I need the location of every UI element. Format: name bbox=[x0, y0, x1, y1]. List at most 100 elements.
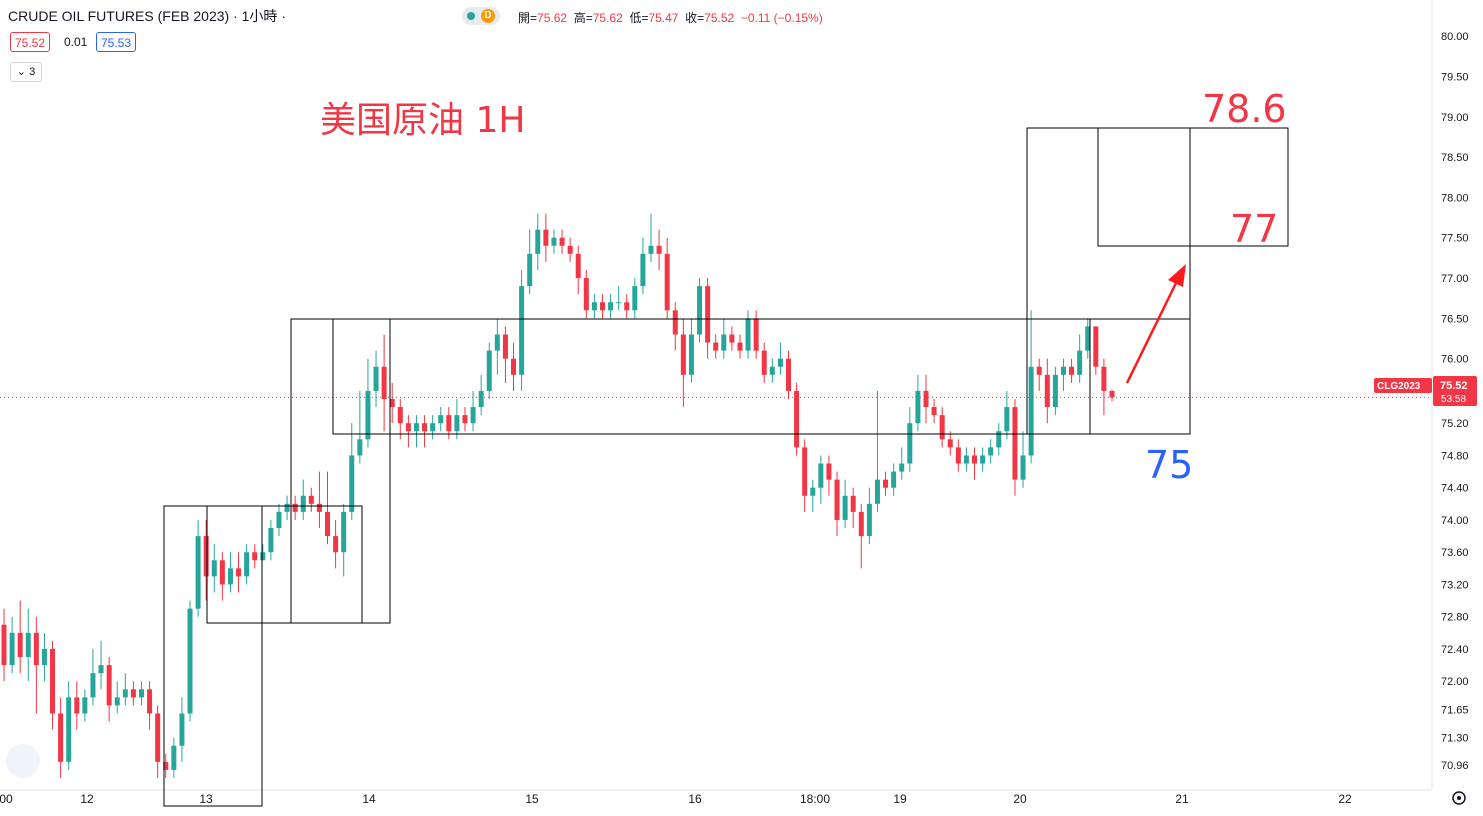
session-status-pill[interactable]: D bbox=[462, 7, 500, 25]
candle bbox=[470, 390, 476, 432]
candle-body bbox=[147, 689, 153, 714]
ohlc-readout: 開=75.62 高=75.62 低=75.47 收=75.52 −0.11 (−… bbox=[518, 9, 823, 26]
candle-body bbox=[850, 495, 856, 512]
candle-body bbox=[866, 503, 872, 537]
candle bbox=[785, 350, 791, 399]
time-tick-label: 19 bbox=[893, 792, 907, 806]
candle bbox=[632, 278, 638, 319]
candle-body bbox=[883, 479, 889, 488]
candle bbox=[365, 358, 371, 448]
candle bbox=[211, 544, 217, 593]
candle-body bbox=[874, 479, 880, 504]
candle bbox=[1101, 358, 1107, 416]
candle-body bbox=[810, 487, 816, 496]
candle-body bbox=[907, 423, 913, 464]
candle bbox=[357, 390, 363, 464]
price-tick-label: 72.40 bbox=[1441, 644, 1469, 656]
candle-body bbox=[179, 713, 185, 746]
symbol-title[interactable]: CRUDE OIL FUTURES (FEB 2023) bbox=[8, 8, 230, 24]
candle bbox=[413, 415, 419, 448]
ask-price-button[interactable]: 75.53 bbox=[96, 32, 137, 52]
candle-body bbox=[947, 439, 953, 448]
time-tick-label: 22 bbox=[1338, 792, 1352, 806]
price-tick-label: 77.50 bbox=[1441, 233, 1469, 245]
candle-body bbox=[227, 568, 233, 585]
candle bbox=[535, 213, 541, 270]
candle bbox=[430, 415, 436, 440]
candle-body bbox=[996, 431, 1002, 448]
candle bbox=[74, 681, 80, 730]
candle bbox=[260, 544, 266, 561]
box-left-low bbox=[163, 505, 263, 807]
up-arrow-drawing[interactable] bbox=[1125, 264, 1186, 384]
candle bbox=[874, 390, 880, 512]
candle bbox=[616, 286, 622, 311]
symbol-title-bar[interactable]: CRUDE OIL FUTURES (FEB 2023) · 1小時 · bbox=[8, 6, 286, 26]
candle-body bbox=[1020, 455, 1026, 480]
market-open-icon bbox=[467, 12, 475, 20]
candle bbox=[203, 519, 209, 601]
candle-body bbox=[276, 511, 282, 529]
candle-body bbox=[826, 463, 832, 480]
time-axis[interactable]: 00 12 13 14 15 16 18:00 19 20 21 22 bbox=[0, 792, 1352, 806]
candle bbox=[559, 229, 565, 254]
candle bbox=[923, 374, 929, 424]
candle-body bbox=[187, 608, 193, 714]
chart-action-button[interactable] bbox=[6, 744, 40, 778]
candle-body bbox=[1060, 366, 1066, 375]
candle bbox=[349, 423, 355, 520]
price-axis[interactable]: 80.00 79.50 79.00 78.50 78.00 77.50 77.00 76.50… bbox=[1441, 31, 1469, 772]
candle bbox=[187, 600, 193, 722]
candle-body bbox=[219, 560, 225, 585]
high-label: 高= bbox=[573, 11, 593, 25]
candle-body bbox=[333, 536, 339, 553]
candle-body bbox=[664, 253, 670, 311]
candle bbox=[284, 495, 290, 520]
candle-body bbox=[988, 447, 994, 456]
candle-body bbox=[1109, 390, 1115, 398]
indicators-toggle[interactable]: ⌄ 3 bbox=[10, 62, 42, 82]
candle-body bbox=[1085, 326, 1091, 351]
candle bbox=[583, 269, 589, 319]
candle bbox=[276, 503, 282, 537]
chart-title: 美国原油 1H bbox=[320, 100, 525, 141]
candle bbox=[737, 334, 743, 359]
candle bbox=[753, 310, 759, 359]
bid-price-button[interactable]: 75.52 bbox=[10, 32, 51, 52]
box-target-zone bbox=[1097, 127, 1289, 247]
settings-gear-icon[interactable] bbox=[1452, 791, 1466, 805]
price-tick-label: 72.00 bbox=[1441, 676, 1469, 688]
interval-label[interactable]: · 1小時 · bbox=[233, 8, 286, 24]
candle-body bbox=[203, 536, 209, 577]
candle bbox=[82, 689, 88, 722]
candle bbox=[858, 503, 864, 569]
price-tick-label: 73.20 bbox=[1441, 579, 1469, 591]
candle-body bbox=[33, 632, 39, 666]
candle-body bbox=[365, 390, 371, 440]
candle bbox=[769, 358, 775, 383]
indicators-count: 3 bbox=[29, 66, 36, 78]
candle-body bbox=[260, 552, 266, 561]
candle-body bbox=[98, 665, 104, 674]
candle bbox=[381, 334, 387, 432]
candle-body bbox=[511, 358, 517, 375]
candle-body bbox=[438, 415, 444, 424]
candle-body bbox=[478, 390, 484, 408]
candle bbox=[713, 334, 719, 359]
price-tick-label: 73.60 bbox=[1441, 547, 1469, 559]
candle-body bbox=[616, 302, 622, 304]
candle-body bbox=[1012, 407, 1018, 480]
candle-body bbox=[543, 229, 549, 246]
candle-body bbox=[430, 423, 436, 432]
candle-body bbox=[891, 471, 897, 488]
candle bbox=[50, 640, 56, 730]
candle-body bbox=[761, 350, 767, 375]
candle bbox=[122, 673, 128, 706]
drawn-boxes[interactable] bbox=[163, 127, 1289, 807]
candle bbox=[41, 632, 47, 682]
current-price-value: 75.52 bbox=[1440, 380, 1468, 392]
price-tick-label: 80.00 bbox=[1441, 31, 1469, 43]
candle bbox=[1085, 318, 1091, 359]
candle bbox=[705, 278, 711, 359]
